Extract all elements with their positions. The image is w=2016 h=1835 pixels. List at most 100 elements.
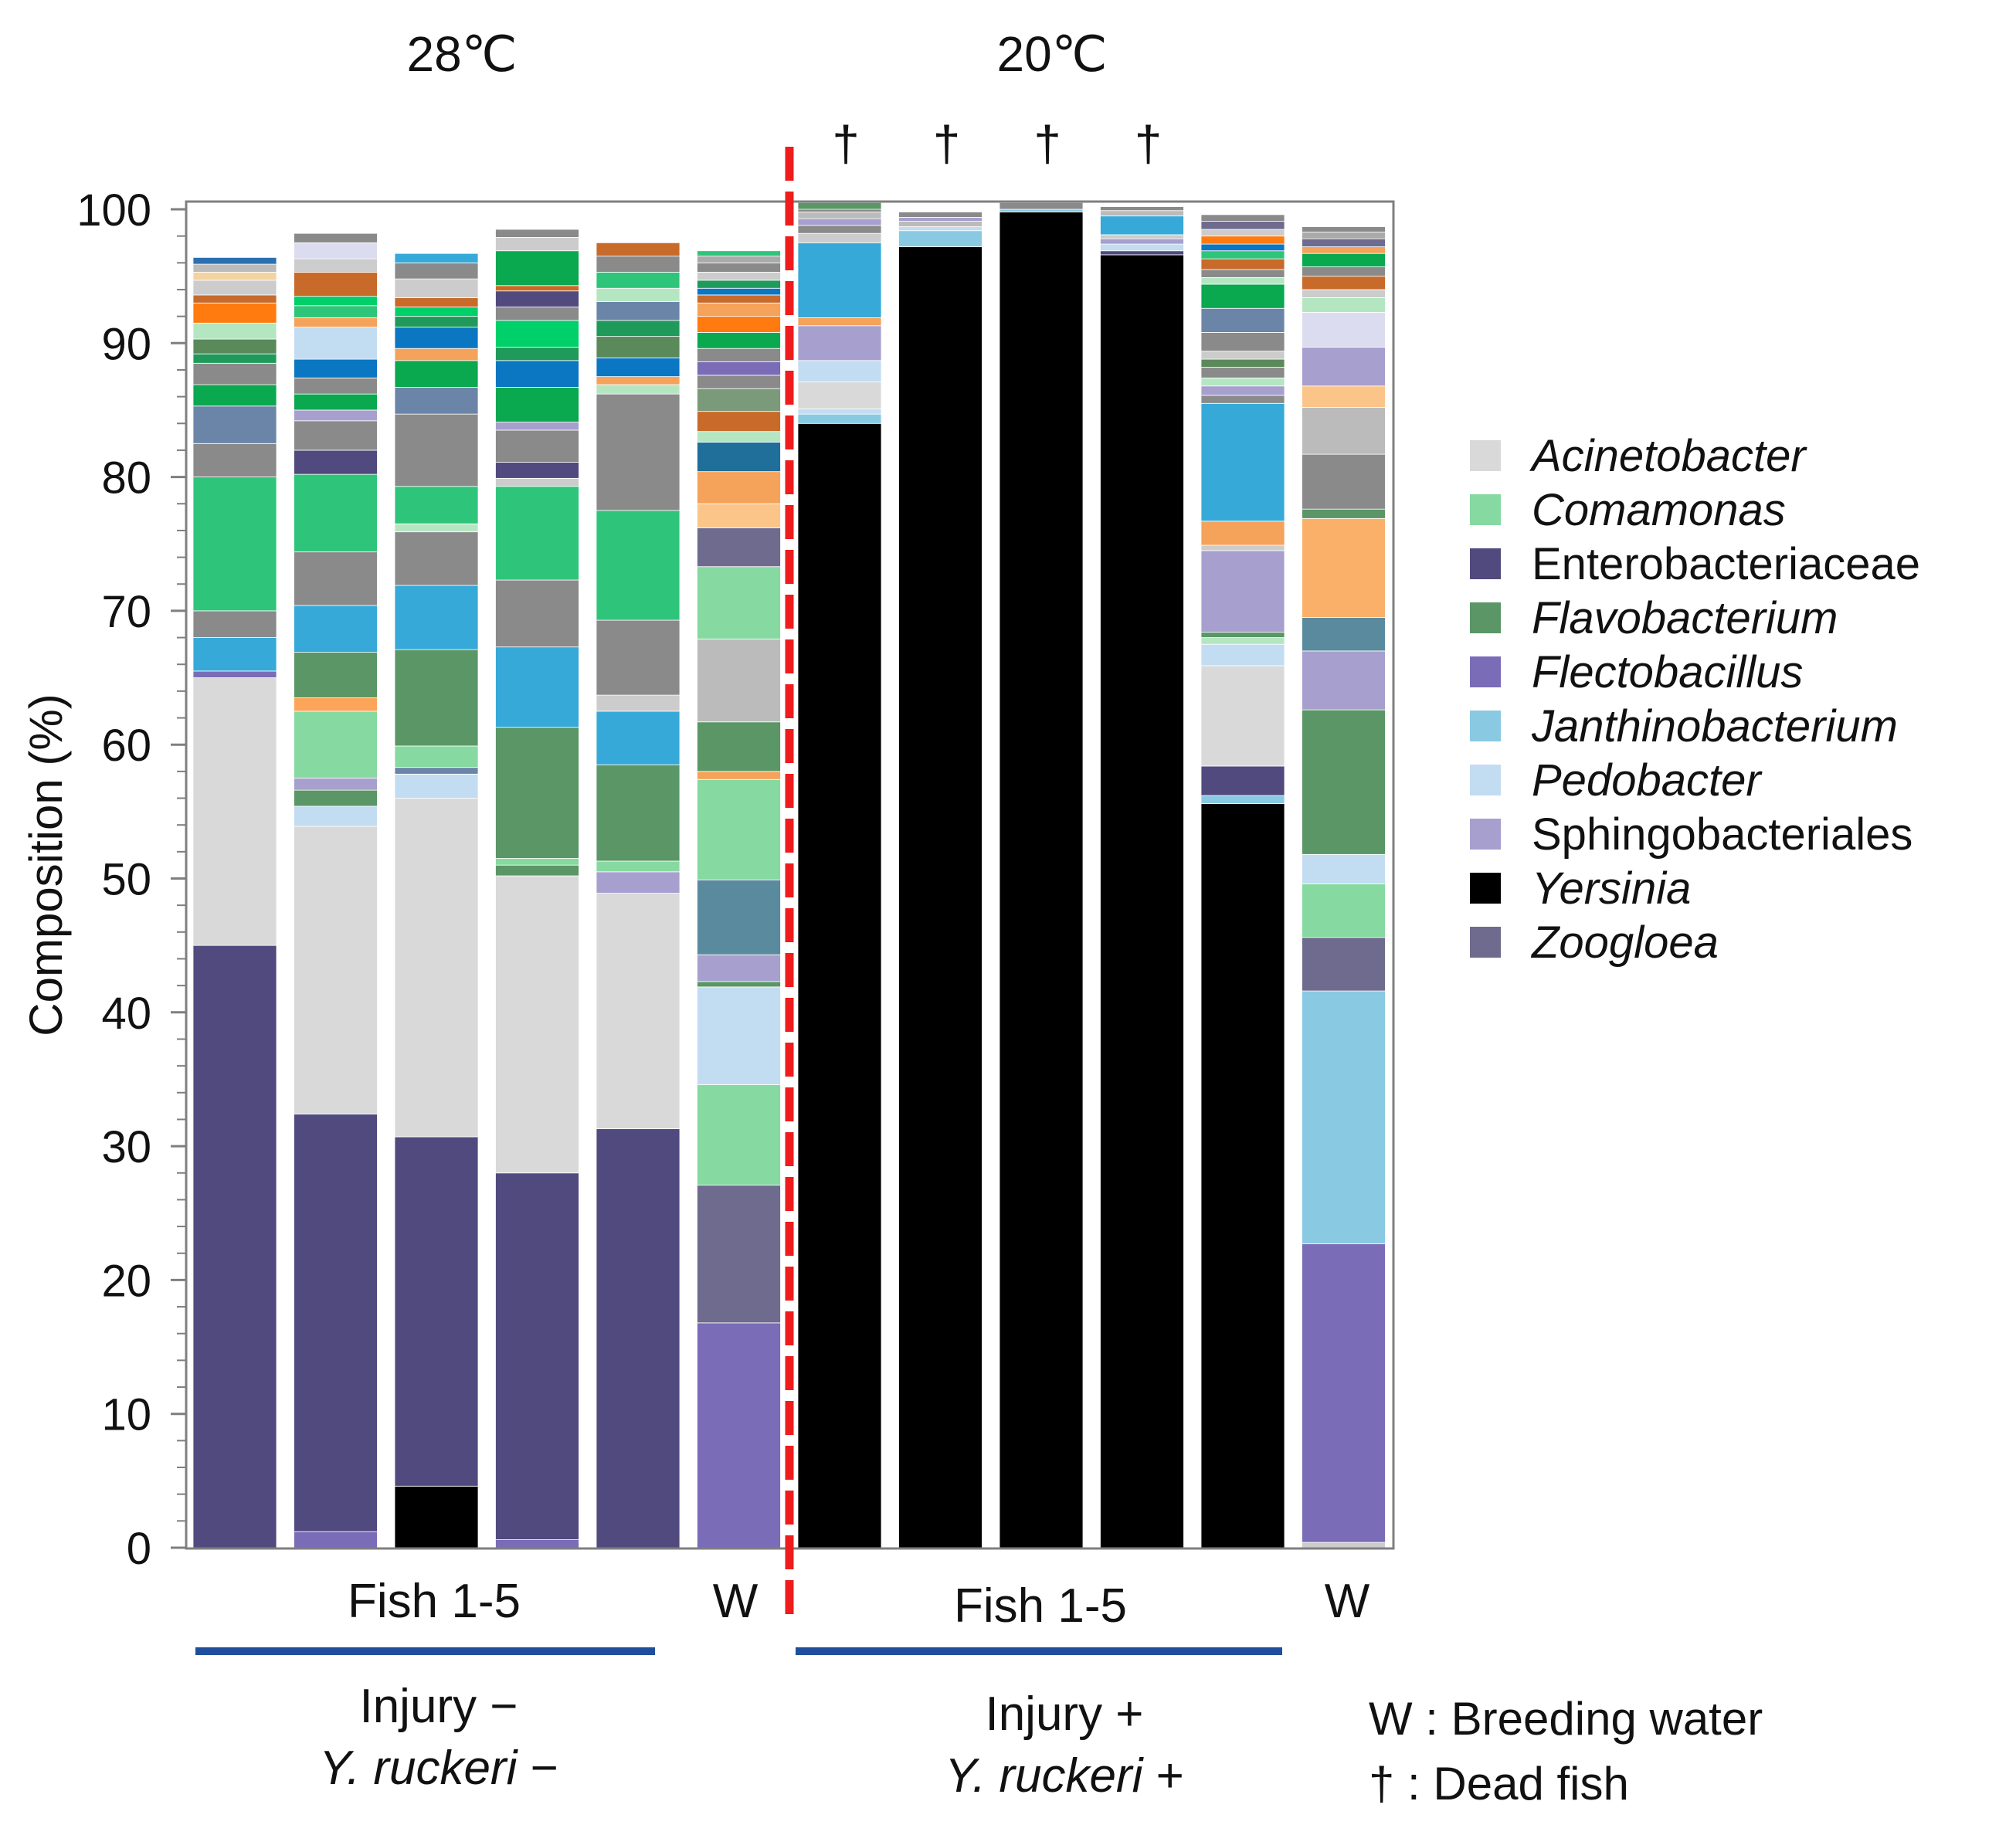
bar-segment <box>797 202 882 210</box>
bar-segment <box>697 294 781 304</box>
legend-label: Acinetobacter <box>1529 431 1807 481</box>
bar-segment <box>394 327 479 349</box>
bar-segment <box>294 473 378 553</box>
bar-segment <box>495 646 579 728</box>
bar-segment <box>495 250 579 287</box>
bar-segment <box>1200 765 1285 796</box>
bar-segment <box>697 503 781 528</box>
group-label-water-right: W <box>1325 1575 1370 1628</box>
legend-label: Yersinia <box>1532 863 1691 914</box>
bar-segment <box>495 727 579 859</box>
y-tick-label: 30 <box>101 1122 151 1172</box>
bar-segment <box>596 711 680 765</box>
bar-segment <box>495 229 579 238</box>
legend-swatch <box>1470 765 1501 795</box>
bar-segment <box>1302 853 1386 884</box>
bars-layer <box>192 202 1386 1548</box>
bar-segment <box>797 325 882 361</box>
bar-segment <box>394 253 479 263</box>
bar-segment <box>495 429 579 463</box>
bar-segment <box>294 409 378 422</box>
bar-segment <box>394 297 479 307</box>
bar-segment <box>596 376 680 385</box>
bar-segment <box>697 771 781 780</box>
bar-segment <box>1100 243 1184 252</box>
legend-swatch <box>1470 927 1501 958</box>
bar-segment <box>1200 258 1285 270</box>
condition-right-sign: + <box>1142 1749 1183 1803</box>
bar-segment <box>1200 544 1285 551</box>
bar-segment <box>1302 508 1386 519</box>
y-tick-label: 50 <box>101 855 151 905</box>
bar-segment <box>294 377 378 395</box>
bar-segment <box>1302 238 1386 247</box>
condition-left-line1: Injury − <box>359 1680 518 1733</box>
bar-segment <box>294 296 378 307</box>
bar-segment <box>697 287 781 296</box>
bar-segment <box>394 798 479 1138</box>
bar-segment <box>1200 402 1285 522</box>
bar-segment <box>394 1136 479 1487</box>
bar-segment <box>596 694 680 712</box>
bar-segment <box>192 294 277 304</box>
bar-segment <box>1302 709 1386 855</box>
bar-segment <box>797 218 882 226</box>
bar-segment <box>294 806 378 827</box>
bar-segment <box>394 307 479 317</box>
bar-segment <box>697 262 781 273</box>
bar-segment <box>999 202 1084 210</box>
bar-segment <box>1302 453 1386 510</box>
bar-segment <box>1302 289 1386 298</box>
bar-segment <box>1200 269 1285 278</box>
bar-segment <box>1302 232 1386 239</box>
bar-segment <box>192 263 277 273</box>
bar-segment <box>596 242 680 257</box>
legend-swatch <box>1470 548 1501 579</box>
bar-segment <box>294 652 378 698</box>
bar-segment <box>1302 884 1386 938</box>
bar-segment <box>697 721 781 772</box>
bar-segment <box>394 262 479 280</box>
bar-segment <box>294 697 378 712</box>
bar-segment <box>697 302 781 317</box>
bar-segment <box>294 393 378 411</box>
bar-segment <box>192 443 277 478</box>
bar-segment <box>1200 358 1285 368</box>
bar-segment <box>697 442 781 473</box>
bar-segment <box>495 236 579 252</box>
bar-segment <box>294 778 378 791</box>
legend-label: Comamonas <box>1532 485 1786 535</box>
bar-segment <box>1200 283 1285 309</box>
bar-segment <box>697 316 781 333</box>
bar-segment <box>596 301 680 321</box>
bar-segment <box>1200 307 1285 333</box>
bar-segment <box>294 232 378 243</box>
bar-segment <box>1302 617 1386 652</box>
bar-segment <box>192 302 277 324</box>
bar-segment <box>797 212 882 219</box>
bar-segment <box>1302 990 1386 1245</box>
bar-segment <box>697 986 781 1085</box>
bar-segment <box>1302 1542 1386 1548</box>
bar-segment <box>1302 1243 1386 1543</box>
condition-left-organism: Y. ruckeri <box>319 1742 518 1795</box>
bar-segment <box>294 242 378 259</box>
bar-segment <box>192 322 277 340</box>
group-label-fish-left: Fish 1-5 <box>348 1575 521 1628</box>
legend-swatch <box>1470 602 1501 633</box>
bar-segment <box>1100 254 1184 1548</box>
bar-segment <box>898 246 983 1548</box>
bar-6 <box>697 250 781 1548</box>
bar-8 <box>898 212 983 1548</box>
y-tick-label: 90 <box>101 319 151 369</box>
bar-segment <box>1302 266 1386 277</box>
bar-segment <box>898 216 983 222</box>
bar-segment <box>797 408 882 415</box>
bar-segment <box>596 619 680 696</box>
bar-segment <box>1200 632 1285 638</box>
bar-segment <box>394 585 479 650</box>
dead-marker-7: † <box>832 116 860 171</box>
bar-segment <box>1200 385 1285 396</box>
bar-segment <box>898 221 983 227</box>
